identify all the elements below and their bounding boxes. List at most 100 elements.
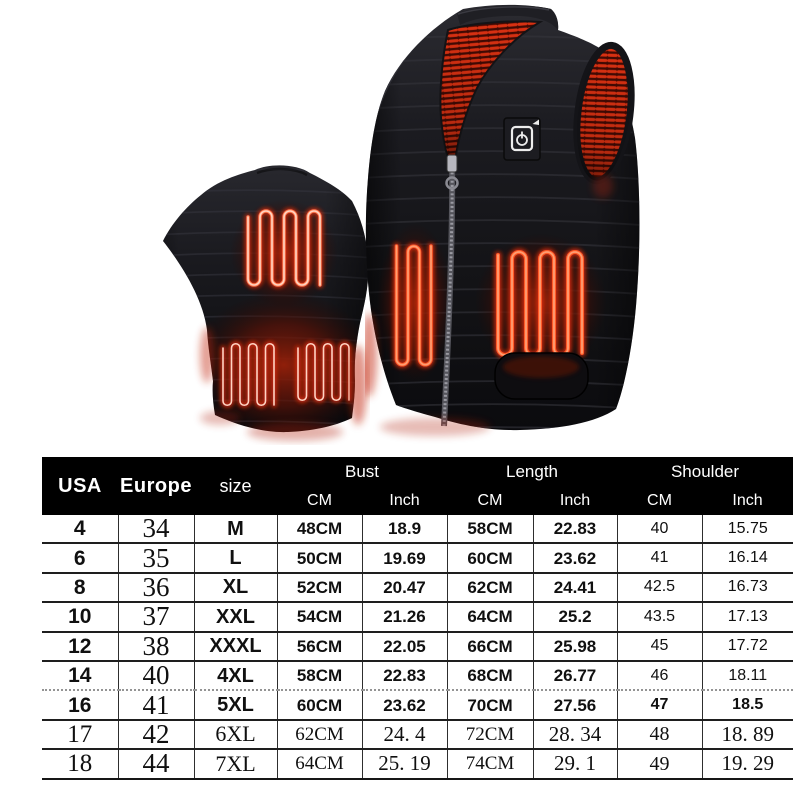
cell-length_cm: 74CM bbox=[446, 748, 533, 780]
zipper-slider bbox=[446, 154, 458, 173]
header-length-inch: Inch bbox=[533, 486, 617, 515]
heating-panel-upper-back bbox=[245, 208, 323, 288]
cell-length_cm: 72CM bbox=[446, 718, 533, 750]
power-button bbox=[503, 117, 541, 161]
cell-bust_inch: 19.69 bbox=[361, 542, 447, 573]
cell-shoulder_inch: 18.5 bbox=[701, 689, 793, 720]
cell-shoulder_cm: 48 bbox=[616, 718, 702, 750]
cell-usa: 12 bbox=[42, 630, 118, 661]
header-usa: USA bbox=[42, 457, 118, 515]
size-chart-body: 4 34 M 48CM 18.9 58CM 22.83 40 15.75 6 35 L 50CM 19.6… bbox=[42, 515, 793, 780]
cell-length_inch: 26.77 bbox=[532, 659, 617, 691]
header-length-cm: CM bbox=[447, 486, 533, 515]
cell-usa: 14 bbox=[42, 659, 118, 691]
cell-size: 6XL bbox=[193, 718, 277, 750]
cell-length_cm: 60CM bbox=[446, 542, 533, 573]
size-chart-table: USA Europe size Bust Length Shoulder CM … bbox=[42, 457, 793, 780]
cell-length_cm: 66CM bbox=[446, 630, 533, 661]
cell-usa: 10 bbox=[42, 601, 118, 632]
cell-length_cm: 70CM bbox=[446, 689, 533, 720]
size-row-6XL: 17 42 6XL 62CM 24. 4 72CM 28. 34 48 18. 89 bbox=[42, 718, 793, 750]
cell-europe: 36 bbox=[117, 571, 194, 603]
cell-size: 5XL bbox=[193, 689, 277, 720]
cell-size: 4XL bbox=[193, 659, 277, 691]
cell-bust_cm: 56CM bbox=[276, 630, 362, 661]
cell-length_cm: 64CM bbox=[446, 601, 533, 632]
front-pocket bbox=[494, 352, 589, 400]
heating-panel-left-chest bbox=[393, 242, 435, 368]
armhole-heating-lining bbox=[573, 41, 635, 185]
zipper-pull-ring bbox=[445, 176, 459, 190]
size-chart-header: USA Europe size Bust Length Shoulder CM … bbox=[42, 457, 793, 515]
patch-flag bbox=[532, 119, 539, 125]
cell-shoulder_inch: 17.13 bbox=[701, 601, 793, 632]
cell-bust_cm: 50CM bbox=[276, 542, 362, 573]
cell-shoulder_inch: 18.11 bbox=[701, 659, 793, 691]
header-shoulder-cm: CM bbox=[617, 486, 702, 515]
cell-length_inch: 23.62 bbox=[532, 542, 617, 573]
cell-length_inch: 29. 1 bbox=[532, 748, 617, 780]
cell-shoulder_cm: 40 bbox=[616, 515, 702, 544]
header-size: size bbox=[194, 457, 277, 515]
size-row-XL: 8 36 XL 52CM 20.47 62CM 24.41 42.5 16.73 bbox=[42, 571, 793, 603]
cell-usa: 6 bbox=[42, 542, 118, 573]
power-icon bbox=[516, 131, 528, 146]
cell-length_inch: 27.56 bbox=[532, 689, 617, 720]
cell-size: 7XL bbox=[193, 748, 277, 780]
size-row-XXXL: 12 38 XXXL 56CM 22.05 66CM 25.98 45 17.72 bbox=[42, 630, 793, 661]
collar-heating-lining bbox=[439, 20, 544, 165]
cell-usa: 17 bbox=[42, 718, 118, 750]
cell-bust_inch: 22.05 bbox=[361, 630, 447, 661]
cell-europe: 38 bbox=[117, 630, 194, 661]
cell-length_cm: 62CM bbox=[446, 571, 533, 603]
cell-shoulder_inch: 15.75 bbox=[701, 515, 793, 544]
collar-band bbox=[457, 5, 559, 31]
size-row-L: 6 35 L 50CM 19.69 60CM 23.62 41 16.14 bbox=[42, 542, 793, 573]
cell-bust_inch: 18.9 bbox=[361, 515, 447, 544]
header-bust-inch: Inch bbox=[362, 486, 447, 515]
cell-size: L bbox=[193, 542, 277, 573]
cell-bust_inch: 25. 19 bbox=[361, 748, 447, 780]
cell-size: XL bbox=[193, 571, 277, 603]
cell-length_inch: 25.98 bbox=[532, 630, 617, 661]
cell-shoulder_inch: 18. 89 bbox=[701, 718, 793, 750]
heating-panel-right-chest bbox=[494, 248, 586, 359]
size-chart: USA Europe size Bust Length Shoulder CM … bbox=[42, 457, 793, 780]
size-row-4XL: 14 40 4XL 58CM 22.83 68CM 26.77 46 18.11 bbox=[42, 659, 793, 691]
cell-bust_cm: 54CM bbox=[276, 601, 362, 632]
cell-bust_inch: 24. 4 bbox=[361, 718, 447, 750]
cell-shoulder_inch: 16.14 bbox=[701, 542, 793, 573]
cell-length_inch: 28. 34 bbox=[532, 718, 617, 750]
cell-bust_cm: 64CM bbox=[276, 748, 362, 780]
cell-shoulder_inch: 16.73 bbox=[701, 571, 793, 603]
size-row-7XL: 18 44 7XL 64CM 25. 19 74CM 29. 1 49 19. 29 bbox=[42, 748, 793, 780]
cell-usa: 18 bbox=[42, 748, 118, 780]
size-row-XXL: 10 37 XXL 54CM 21.26 64CM 25.2 43.5 17.13 bbox=[42, 601, 793, 632]
cell-length_cm: 58CM bbox=[446, 515, 533, 544]
size-row-5XL: 16 41 5XL 60CM 23.62 70CM 27.56 47 18.5 bbox=[42, 689, 793, 720]
cell-usa: 8 bbox=[42, 571, 118, 603]
size-row-M: 4 34 M 48CM 18.9 58CM 22.83 40 15.75 bbox=[42, 515, 793, 544]
cell-bust_cm: 58CM bbox=[276, 659, 362, 691]
zipper bbox=[441, 154, 459, 427]
cell-length_inch: 24.41 bbox=[532, 571, 617, 603]
cell-bust_cm: 62CM bbox=[276, 718, 362, 750]
vest-front-view-image bbox=[365, 4, 640, 436]
cell-shoulder_cm: 46 bbox=[616, 659, 702, 691]
cell-europe: 41 bbox=[117, 689, 194, 720]
header-shoulder-inch: Inch bbox=[702, 486, 793, 515]
cell-shoulder_cm: 42.5 bbox=[616, 571, 702, 603]
cell-shoulder_inch: 17.72 bbox=[701, 630, 793, 661]
heat-glow-bleed bbox=[200, 327, 367, 441]
cell-size: XXXL bbox=[193, 630, 277, 661]
cell-europe: 40 bbox=[117, 659, 194, 691]
cell-europe: 42 bbox=[117, 718, 194, 750]
vest-back-view-image bbox=[163, 165, 369, 441]
cell-length_inch: 22.83 bbox=[532, 515, 617, 544]
cell-bust_inch: 20.47 bbox=[361, 571, 447, 603]
cell-length_cm: 68CM bbox=[446, 659, 533, 691]
cell-bust_cm: 52CM bbox=[276, 571, 362, 603]
cell-shoulder_cm: 43.5 bbox=[616, 601, 702, 632]
header-group-bust: Bust bbox=[277, 457, 447, 486]
